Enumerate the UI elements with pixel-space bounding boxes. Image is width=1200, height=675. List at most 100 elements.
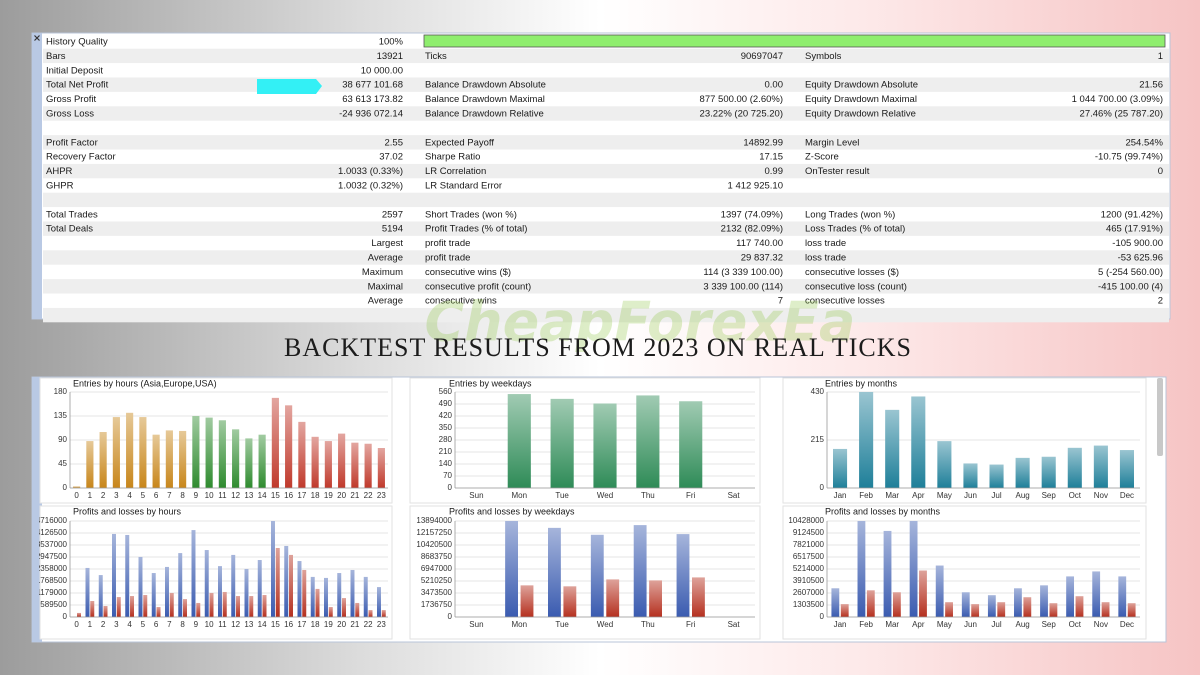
row-value: -415 100.00 (4) (1098, 281, 1163, 292)
bar (192, 416, 200, 488)
y-tick-label: 45 (58, 459, 67, 468)
bar (971, 604, 980, 617)
row-band (43, 279, 1169, 294)
scrollbar[interactable] (1157, 378, 1163, 456)
bar (257, 560, 262, 617)
bar (937, 441, 952, 488)
bar (324, 441, 332, 488)
row-label: Sharpe Ratio (425, 152, 480, 163)
bar (381, 610, 386, 617)
y-tick-label: 5210250 (421, 576, 453, 585)
y-tick-label: 0 (820, 483, 825, 492)
bar (196, 602, 201, 617)
row-label: loss trade (805, 253, 846, 264)
x-tick-label: 22 (364, 620, 373, 629)
row-label: Total Trades (46, 209, 98, 220)
side-strip (32, 33, 42, 319)
bar (961, 592, 970, 617)
x-tick-label: Feb (859, 491, 873, 500)
x-tick-label: Wed (597, 620, 613, 629)
bar (151, 573, 156, 617)
row-label: Recovery Factor (46, 152, 116, 163)
x-tick-label: 22 (364, 491, 373, 500)
x-tick-label: 12 (231, 620, 240, 629)
bar (338, 433, 346, 488)
x-tick-label: Jan (834, 620, 847, 629)
close-icon[interactable] (34, 35, 40, 41)
bar (328, 607, 333, 617)
row-value: 2.55 (385, 137, 404, 148)
bar (892, 592, 901, 617)
bar (548, 527, 561, 617)
chart-frame (39, 505, 393, 640)
x-tick-label: 11 (218, 491, 227, 500)
x-tick-label: Nov (1094, 620, 1108, 629)
row-value: 2 (1158, 296, 1163, 307)
x-tick-label: 9 (194, 620, 199, 629)
row-value: 38 677 101.68 (342, 80, 403, 91)
bar (204, 550, 209, 617)
bar (1101, 602, 1110, 617)
x-tick-label: Mon (512, 620, 528, 629)
chart-title: Entries by hours (Asia,Europe,USA) (73, 378, 217, 388)
bar (963, 463, 978, 488)
chart-title: Profits and losses by months (825, 506, 941, 516)
bar (138, 556, 143, 617)
row-value: 465 (17.91%) (1106, 224, 1163, 235)
bar (262, 595, 267, 617)
bar (505, 521, 518, 617)
row-label: profit trade (425, 238, 470, 249)
row-band (43, 135, 1169, 150)
row-value: 90697047 (741, 51, 783, 62)
bar (99, 432, 107, 488)
x-tick-label: 16 (284, 620, 293, 629)
x-tick-label: 0 (74, 620, 79, 629)
bar (590, 534, 604, 617)
row-label: Ticks (425, 51, 447, 62)
x-tick-label: Sep (1042, 620, 1057, 629)
y-tick-label: 0 (448, 612, 453, 621)
bar (507, 394, 531, 488)
row-label: consecutive losses (805, 296, 885, 307)
chart-frame (39, 377, 393, 504)
x-tick-label: 21 (350, 491, 359, 500)
x-tick-label: Tue (555, 620, 569, 629)
bar (337, 573, 342, 617)
bar (125, 534, 130, 617)
x-tick-label: 15 (271, 620, 280, 629)
row-value: 114 (3 339 100.00) (703, 267, 783, 278)
bar (165, 430, 173, 488)
bar (355, 602, 360, 617)
bar (218, 566, 222, 617)
bar (112, 417, 120, 488)
bar (73, 486, 81, 488)
x-tick-label: Jan (834, 491, 847, 500)
bar (285, 405, 293, 488)
y-tick-label: 0 (448, 483, 453, 492)
row-label: Expected Payoff (425, 137, 494, 148)
y-tick-label: 1736750 (421, 600, 453, 609)
row-label: loss trade (805, 238, 846, 249)
x-tick-label: Feb (859, 620, 873, 629)
y-tick-label: 215 (811, 435, 825, 444)
x-tick-label: 0 (74, 491, 79, 500)
x-tick-label: 2 (101, 491, 106, 500)
bar (885, 409, 900, 488)
x-tick-label: May (937, 620, 952, 629)
x-tick-label: Sat (728, 491, 741, 500)
bar (368, 610, 373, 617)
chart-title: Profits and losses by hours (73, 506, 182, 516)
bar (1119, 450, 1135, 488)
bar (997, 602, 1006, 617)
row-value: 0.99 (765, 166, 784, 177)
bar (156, 607, 161, 617)
x-tick-label: Jun (964, 491, 977, 500)
x-tick-label: 9 (194, 491, 199, 500)
y-tick-label: 3473500 (421, 588, 453, 597)
row-value: -105 900.00 (1112, 238, 1163, 249)
row-value: 5194 (382, 224, 403, 235)
y-tick-label: 9124500 (793, 528, 825, 537)
x-tick-label: 20 (337, 491, 346, 500)
row-label: Margin Level (805, 137, 859, 148)
y-tick-label: 10420500 (416, 540, 452, 549)
